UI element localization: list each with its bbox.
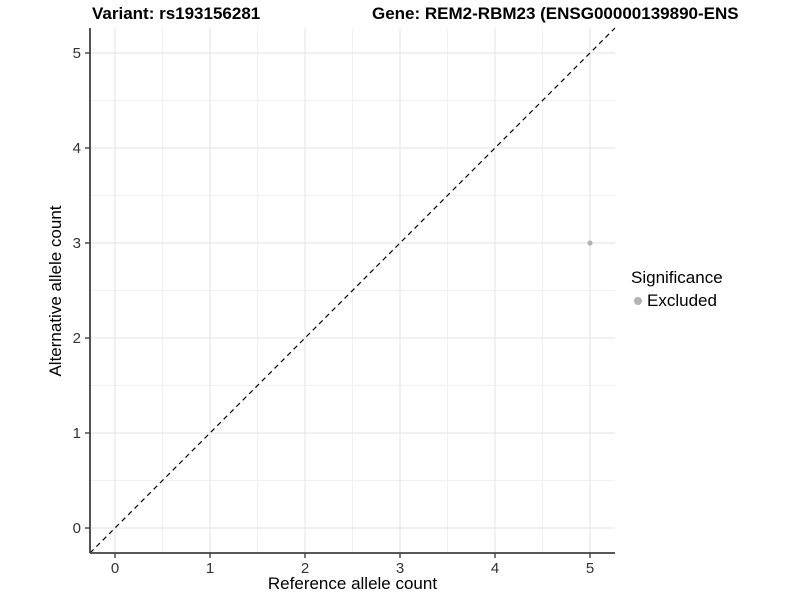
x-tick-label: 0 xyxy=(111,560,119,577)
data-point xyxy=(587,240,593,246)
legend: Significance Excluded xyxy=(631,268,723,311)
legend-entry-excluded: Excluded xyxy=(631,291,723,311)
x-tick-label: 3 xyxy=(396,560,404,577)
x-tick-label: 1 xyxy=(206,560,214,577)
y-tick-label: 2 xyxy=(73,330,81,347)
x-axis-title: Reference allele count xyxy=(267,574,438,593)
y-tick-label: 0 xyxy=(73,520,81,537)
y-axis-title: Alternative allele count xyxy=(46,205,65,377)
x-tick-label: 5 xyxy=(586,560,594,577)
y-tick-label: 3 xyxy=(73,235,81,252)
y-tick-label: 1 xyxy=(73,425,81,442)
y-tick-label: 4 xyxy=(73,140,81,157)
x-tick-label: 2 xyxy=(301,560,309,577)
legend-entry-label: Excluded xyxy=(647,291,717,310)
identity-reference-line xyxy=(89,27,616,554)
y-tick-label: 5 xyxy=(73,45,81,62)
legend-point-icon xyxy=(634,297,642,305)
x-tick-label: 4 xyxy=(491,560,499,577)
legend-title: Significance xyxy=(631,268,723,287)
plot-title-variant: Variant: rs193156281 xyxy=(92,4,261,23)
plot-title-gene: Gene: REM2-RBM23 (ENSG00000139890-ENS xyxy=(372,4,739,23)
